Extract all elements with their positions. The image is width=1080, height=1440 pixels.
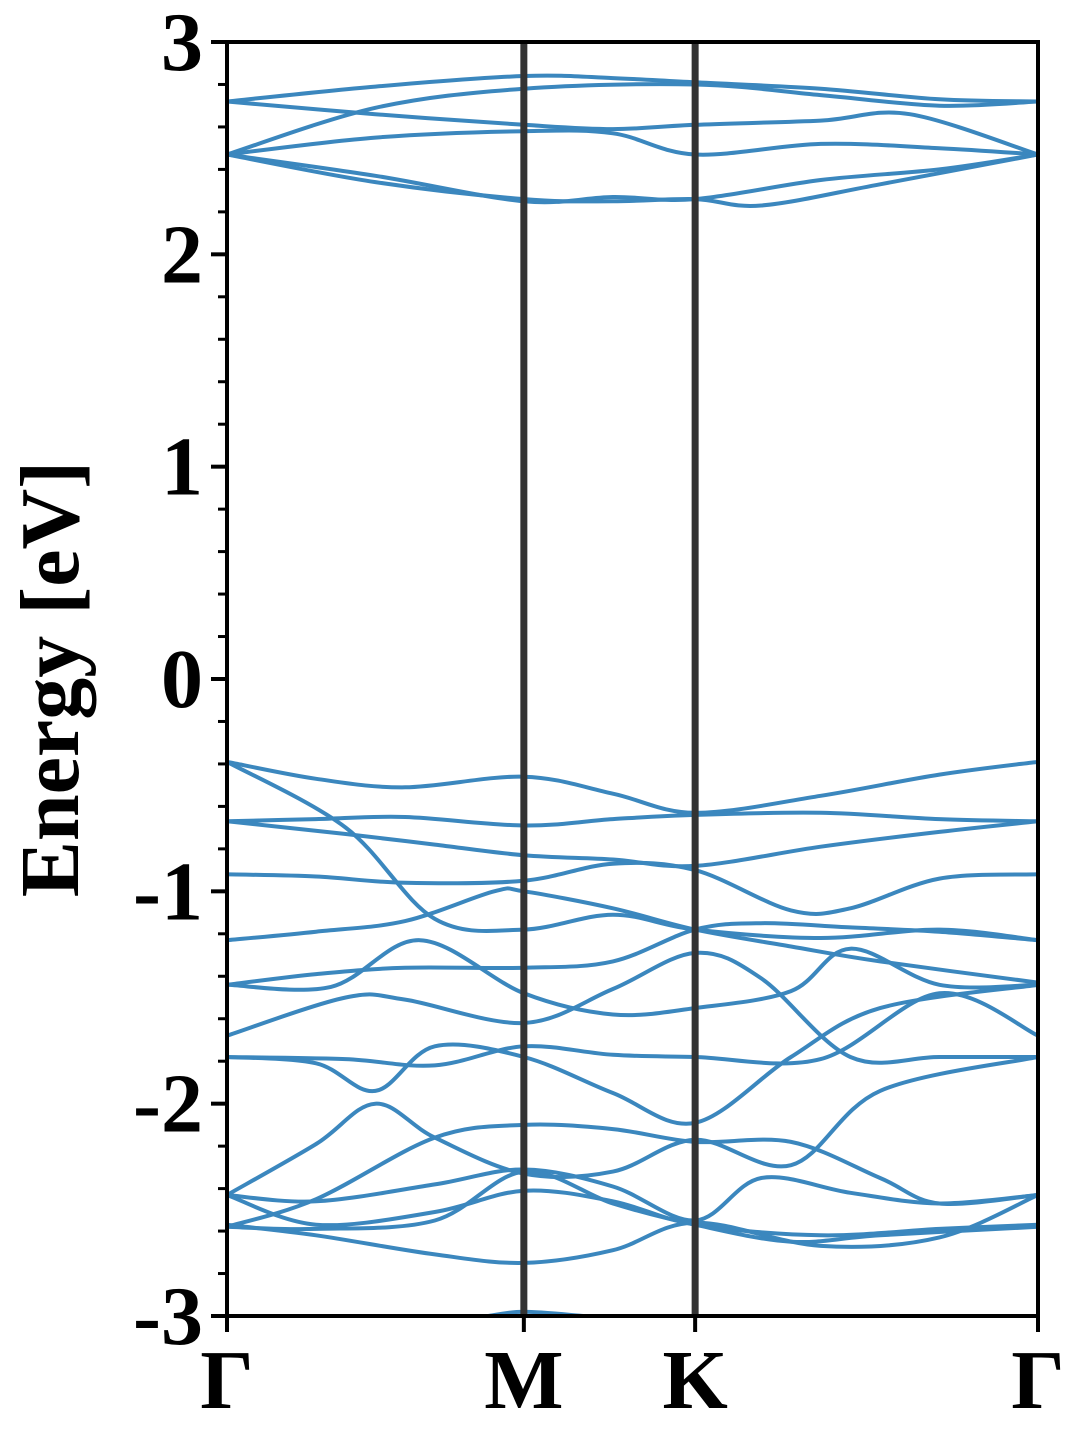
band-line-10 xyxy=(227,819,1038,869)
y-tick-label: -2 xyxy=(133,1058,203,1151)
band-lines xyxy=(227,73,1038,1316)
band-line-13 xyxy=(227,921,1038,987)
band-line-2 xyxy=(227,82,1038,157)
band-line-1 xyxy=(227,73,1038,104)
band-line-20 xyxy=(227,1167,1038,1223)
band-line-16 xyxy=(227,991,1038,1068)
band-line-12 xyxy=(227,886,1038,985)
band-line-15 xyxy=(227,950,1038,1065)
y-tick-label: 1 xyxy=(161,421,203,514)
band-line-3 xyxy=(227,99,1038,157)
band-line-23 xyxy=(227,1169,1038,1245)
band-line-4 xyxy=(227,128,1038,157)
y-tick-label: -1 xyxy=(133,845,203,938)
band-line-6 xyxy=(227,152,1038,208)
band-line-22 xyxy=(227,1193,1038,1265)
band-line-5 xyxy=(227,152,1038,205)
plot-frame xyxy=(225,40,1040,1318)
band-line-11 xyxy=(227,860,1038,916)
y-tick-label: 3 xyxy=(161,0,203,89)
high-symmetry-lines xyxy=(520,42,699,1316)
y-axis-title: Energy [eV] xyxy=(4,461,97,897)
y-tick-label: 0 xyxy=(161,633,203,726)
x-tick-label: Γ xyxy=(1011,1334,1064,1427)
band-line-9 xyxy=(227,759,1038,943)
x-tick-label: M xyxy=(484,1334,563,1427)
y-tick-label: 2 xyxy=(161,208,203,301)
band-line-14 xyxy=(227,938,1038,1018)
band-line-17 xyxy=(227,982,1038,1126)
band-line-7 xyxy=(227,759,1038,815)
x-tick-label: Γ xyxy=(200,1334,253,1427)
band-line-19 xyxy=(227,1122,1038,1229)
band-line-21 xyxy=(227,1188,1038,1238)
x-tick-label: K xyxy=(662,1334,727,1427)
y-tick-label: -3 xyxy=(133,1270,203,1363)
band-line-18 xyxy=(227,1055,1038,1197)
band-line-8 xyxy=(227,810,1038,828)
y-axis-ticks: -3 -2 -1 0 1 2 3 xyxy=(133,0,227,1363)
